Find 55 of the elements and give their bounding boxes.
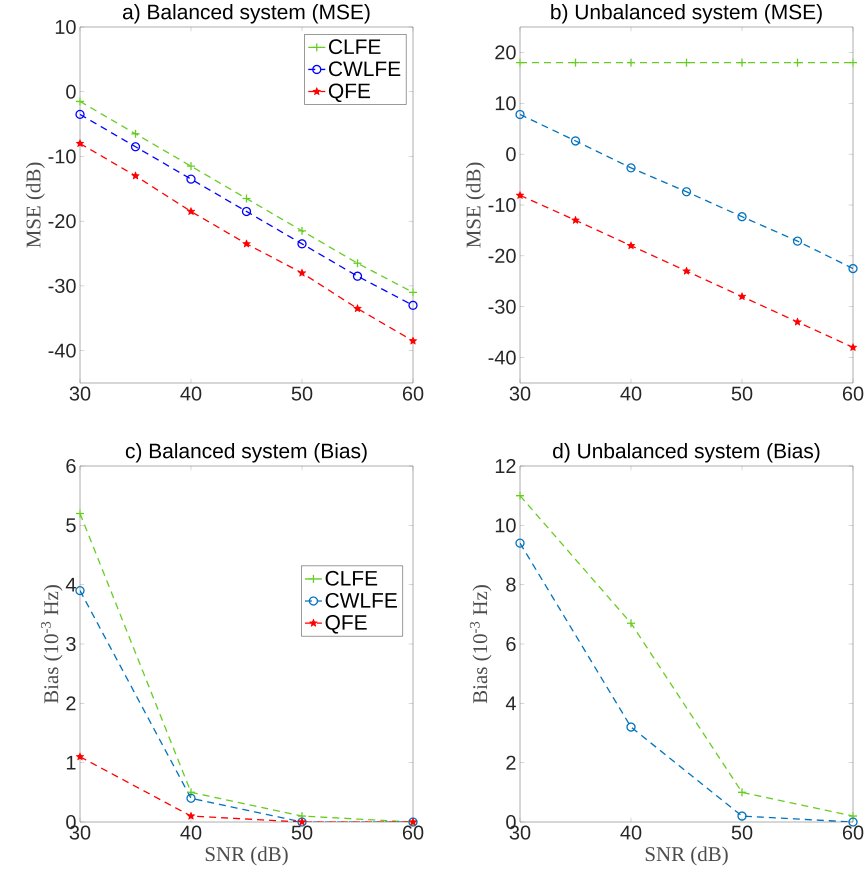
y-tick-label: 0 xyxy=(66,84,76,99)
x-tick-label: 60 xyxy=(842,826,864,840)
x-tick-label: 30 xyxy=(510,386,530,401)
x-tick-label: 50 xyxy=(292,386,312,401)
x-tick-label: 40 xyxy=(620,826,642,840)
y-tick-label: 8 xyxy=(506,578,516,592)
x-tick-label: 30 xyxy=(70,386,90,401)
x-tick-label: 60 xyxy=(402,826,424,840)
y-tick-label: -30 xyxy=(488,300,516,314)
chart-title: a) Balanced system (MSE) xyxy=(122,4,370,24)
legend-label: CWLFE xyxy=(326,592,397,608)
legend-label: CLFE xyxy=(326,570,378,586)
y-tick-label: 6 xyxy=(66,458,76,474)
y-tick-label: 12 xyxy=(496,459,516,473)
chart-title: d) Unbalanced system (Bias) xyxy=(553,443,820,462)
x-axis-title: SNR (dB) xyxy=(646,846,728,866)
y-tick-label: 4 xyxy=(506,696,516,710)
chart-title: b) Unbalanced system (MSE) xyxy=(551,4,822,24)
x-tick-label: 50 xyxy=(292,826,312,840)
legend-label: QFE xyxy=(326,615,367,634)
y-tick-label: 2 xyxy=(506,756,516,770)
y-tick-label: 20 xyxy=(495,45,516,60)
y-tick-label: 3 xyxy=(66,636,76,652)
y-tick-label: 6 xyxy=(506,636,516,652)
y-tick-label: 10 xyxy=(56,20,76,34)
y-tick-label: -20 xyxy=(488,248,516,263)
y-tick-label: -30 xyxy=(48,278,76,293)
x-axis-title: SNR (dB) xyxy=(206,846,288,866)
y-tick-label: 0 xyxy=(506,147,516,162)
y-axis-title: Bias (10$^{-3}$ Hz) xyxy=(40,585,63,704)
x-tick-label: 50 xyxy=(732,826,752,840)
y-tick-label: 10 xyxy=(496,518,516,532)
x-tick-label: 60 xyxy=(842,386,864,401)
y-tick-label: 10 xyxy=(496,96,516,110)
y-axis-title: Bias (10$^{-3}$ Hz) xyxy=(470,585,492,704)
x-tick-label: 40 xyxy=(180,386,202,401)
y-axis-title: MSE (dB) xyxy=(466,162,485,248)
y-tick-label: -10 xyxy=(48,149,76,164)
x-tick-label: 60 xyxy=(402,386,424,401)
x-tick-label: 40 xyxy=(620,386,642,401)
y-tick-label: 1 xyxy=(66,756,76,770)
chart-title: c) Balanced system (Bias) xyxy=(126,443,367,463)
y-tick-label: -20 xyxy=(48,214,76,228)
y-tick-label: 4 xyxy=(66,578,76,592)
y-tick-label: 2 xyxy=(66,696,76,710)
y-tick-label: -40 xyxy=(48,344,76,358)
legend-label: CLFE xyxy=(328,39,381,54)
legend-label: QFE xyxy=(328,83,370,102)
y-tick-label: -10 xyxy=(488,198,516,212)
legend-label: CWLFE xyxy=(328,61,400,76)
y-axis-title: MSE (dB) xyxy=(26,162,45,248)
x-tick-label: 50 xyxy=(732,386,752,401)
x-tick-label: 40 xyxy=(180,826,202,840)
y-tick-label: -40 xyxy=(488,350,516,365)
y-tick-label: 5 xyxy=(66,518,76,532)
